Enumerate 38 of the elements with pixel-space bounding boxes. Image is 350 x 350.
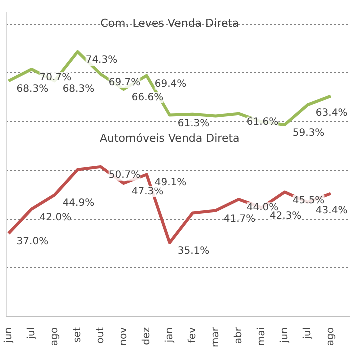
- data-label: 61.3%: [178, 118, 210, 130]
- data-label: 49.1%: [154, 178, 187, 189]
- data-label: 68.3%: [62, 84, 95, 96]
- data-label: 44.9%: [62, 198, 95, 210]
- x-tick-label: fev: [187, 327, 198, 344]
- x-tick-label: out: [95, 327, 106, 344]
- data-label: 68.3%: [16, 84, 49, 96]
- x-tick-label: jan: [164, 327, 176, 344]
- data-label: 70.7%: [40, 72, 72, 84]
- x-tick-label: set: [72, 327, 84, 343]
- x-tick-label: jul: [26, 327, 38, 340]
- data-label: 59.3%: [292, 128, 325, 140]
- x-tick-label: ago: [325, 328, 336, 346]
- data-label: 66.6%: [132, 92, 164, 104]
- x-tick-label: jun: [279, 327, 290, 344]
- data-label: 43.4%: [316, 206, 348, 216]
- legend-label: Automóveis Venda Direta: [100, 132, 240, 145]
- x-tick-label: jul: [302, 327, 314, 340]
- data-label: 42.0%: [40, 212, 72, 224]
- data-label: 47.3%: [132, 186, 164, 198]
- data-label: 63.4%: [316, 108, 348, 120]
- data-label: 69.7%: [108, 77, 141, 88]
- x-tick-label: ago: [49, 328, 60, 346]
- data-label: 50.7%: [108, 170, 141, 181]
- x-tick-label: mai: [256, 327, 268, 346]
- data-label: 37.0%: [16, 236, 49, 248]
- x-tick-label: nov: [118, 327, 130, 346]
- data-label: 45.5%: [292, 195, 325, 206]
- data-label: 42.3%: [270, 210, 302, 222]
- x-tick-label: dez: [141, 328, 152, 346]
- x-tick-label: mar: [210, 326, 222, 348]
- x-tick-label: jun: [3, 327, 14, 344]
- x-tick-label: abr: [233, 326, 244, 344]
- data-label: 41.7%: [224, 214, 256, 225]
- data-label: 35.1%: [178, 246, 210, 257]
- text: Com. Leves Venda Direta: [100, 16, 240, 30]
- data-label: 74.3%: [86, 54, 118, 66]
- data-label: 69.4%: [154, 78, 187, 90]
